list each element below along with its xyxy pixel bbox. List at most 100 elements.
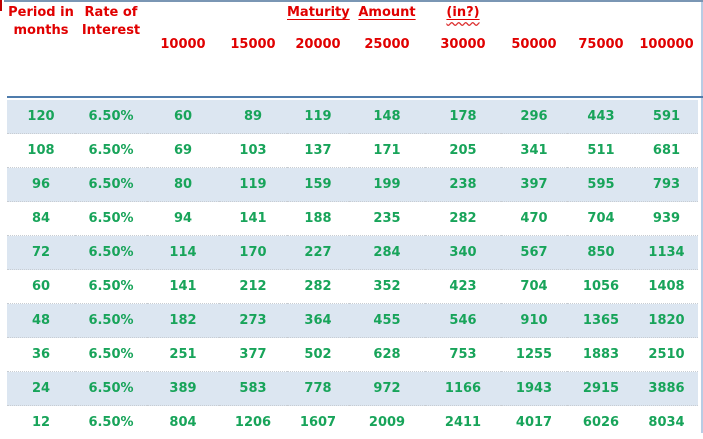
rate-cell: 6.50% [75,372,147,406]
maturity-value-cell: 282 [287,270,349,304]
period-cell: 72 [7,236,75,270]
rate-cell: 6.50% [75,304,147,338]
period-cell: 12 [7,406,75,439]
maturity-value-cell: 1943 [501,372,567,406]
period-cell: 48 [7,304,75,338]
maturity-title-word: Maturity [287,0,349,34]
maturity-value-cell: 704 [567,202,635,236]
maturity-value-cell: 352 [349,270,425,304]
maturity-value-cell: 595 [567,168,635,202]
maturity-value-cell: 94 [147,202,219,236]
maturity-value-cell: 939 [635,202,698,236]
maturity-value-cell: 546 [425,304,501,338]
maturity-value-cell: 141 [219,202,287,236]
rate-cell: 6.50% [75,406,147,439]
maturity-value-cell: 148 [349,100,425,134]
maturity-value-cell: 628 [349,338,425,372]
maturity-value-cell: 470 [501,202,567,236]
maturity-value-cell: 910 [501,304,567,338]
maturity-value-cell: 681 [635,134,698,168]
maturity-value-cell: 1134 [635,236,698,270]
rate-column-header: Rate of Interest [75,0,147,100]
period-cell: 36 [7,338,75,372]
maturity-value-cell: 238 [425,168,501,202]
rate-cell: 6.50% [75,270,147,304]
amount-column-header: 10000 [147,34,219,100]
maturity-value-cell: 704 [501,270,567,304]
maturity-value-cell: 793 [635,168,698,202]
amount-column-header: 30000 [425,34,501,100]
maturity-value-cell: 972 [349,372,425,406]
maturity-value-cell: 850 [567,236,635,270]
maturity-value-cell: 141 [147,270,219,304]
maturity-value-cell: 1056 [567,270,635,304]
period-column-header: Period in months [7,0,75,100]
rate-cell: 6.50% [75,338,147,372]
table-header: Period in months Rate of Interest Maturi… [7,0,698,100]
maturity-value-cell: 591 [635,100,698,134]
maturity-value-cell: 2510 [635,338,698,372]
maturity-table-container: Period in months Rate of Interest Maturi… [7,0,701,439]
maturity-value-cell: 1607 [287,406,349,439]
maturity-value-cell: 753 [425,338,501,372]
maturity-value-cell: 423 [425,270,501,304]
maturity-value-cell: 6026 [567,406,635,439]
maturity-value-cell: 4017 [501,406,567,439]
maturity-value-cell: 1365 [567,304,635,338]
maturity-value-cell: 2009 [349,406,425,439]
maturity-value-cell: 2915 [567,372,635,406]
maturity-value-cell: 3886 [635,372,698,406]
maturity-value-cell: 778 [287,372,349,406]
maturity-value-cell: 69 [147,134,219,168]
maturity-value-cell: 284 [349,236,425,270]
maturity-table: Period in months Rate of Interest Maturi… [7,0,698,439]
period-cell: 108 [7,134,75,168]
maturity-value-cell: 89 [219,100,287,134]
maturity-value-cell: 364 [287,304,349,338]
maturity-value-cell: 397 [501,168,567,202]
period-cell: 84 [7,202,75,236]
maturity-value-cell: 389 [147,372,219,406]
maturity-value-cell: 171 [349,134,425,168]
rate-cell: 6.50% [75,134,147,168]
period-cell: 60 [7,270,75,304]
maturity-value-cell: 1255 [501,338,567,372]
maturity-value-cell: 60 [147,100,219,134]
maturity-value-cell: 205 [425,134,501,168]
maturity-value-cell: 377 [219,338,287,372]
maturity-value-cell: 1206 [219,406,287,439]
red-corner-tick [0,0,2,11]
period-cell: 96 [7,168,75,202]
currency-note: (in?) [425,0,501,34]
header-title-row: Period in months Rate of Interest Maturi… [7,0,698,34]
maturity-value-cell: 340 [425,236,501,270]
amount-column-header: 75000 [567,34,635,100]
maturity-value-cell: 103 [219,134,287,168]
maturity-value-cell: 182 [147,304,219,338]
maturity-value-cell: 159 [287,168,349,202]
maturity-value-cell: 235 [349,202,425,236]
maturity-value-cell: 227 [287,236,349,270]
header-spacer [219,0,287,34]
maturity-value-cell: 583 [219,372,287,406]
maturity-value-cell: 511 [567,134,635,168]
header-spacer [635,0,698,34]
maturity-value-cell: 1883 [567,338,635,372]
header-spacer [147,0,219,34]
maturity-value-cell: 1408 [635,270,698,304]
maturity-value-cell: 80 [147,168,219,202]
maturity-value-cell: 296 [501,100,567,134]
maturity-value-cell: 199 [349,168,425,202]
maturity-value-cell: 804 [147,406,219,439]
maturity-value-cell: 119 [287,100,349,134]
maturity-value-cell: 443 [567,100,635,134]
amount-column-header: 15000 [219,34,287,100]
